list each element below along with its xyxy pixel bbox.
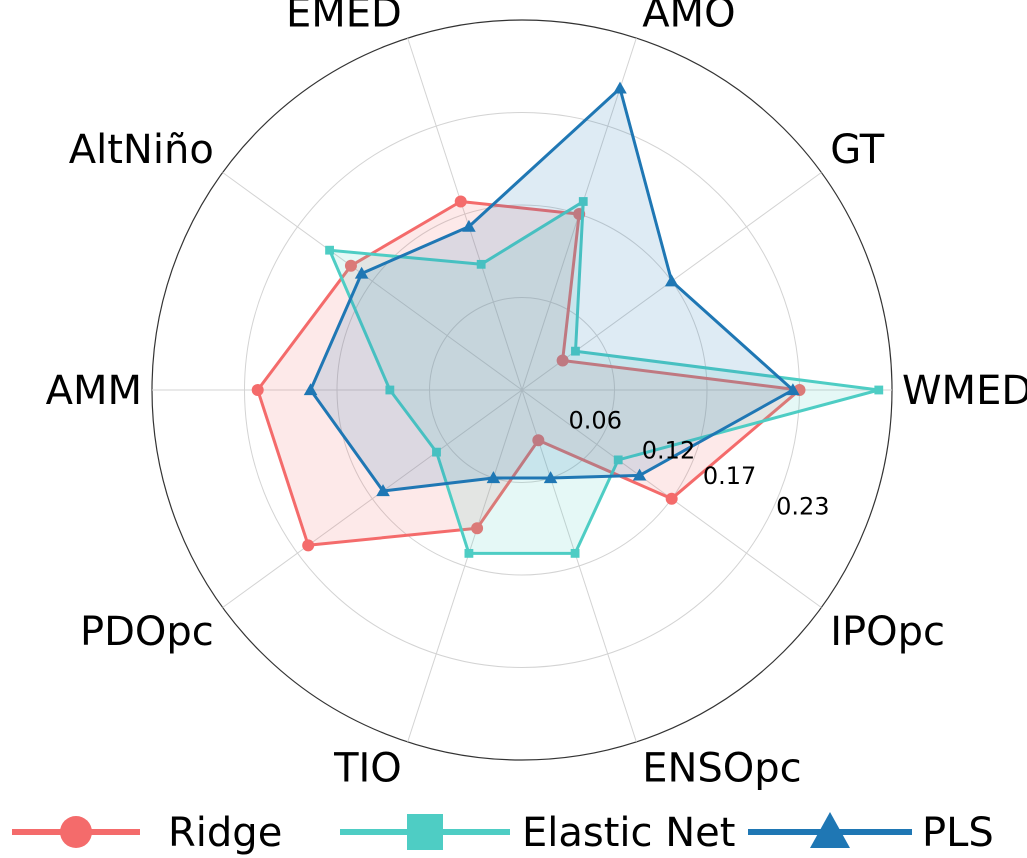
- point-pls-ipopc: [632, 468, 647, 481]
- spoke-pdopc: [222, 389, 523, 608]
- point-pls-ensopc: [543, 471, 558, 484]
- radial-tick-labels: 0.06 0.12 0.17 0.23: [569, 406, 830, 520]
- legend-label-pls: PLS: [922, 810, 994, 856]
- axis-label-amo: AMO: [642, 0, 735, 36]
- point-pls-pdopc: [376, 484, 390, 497]
- series-elastic-net: [325, 197, 884, 558]
- point-pls-amo: [613, 81, 627, 94]
- series-fill-ridge: [257, 201, 800, 546]
- point-ridge-amm: [251, 384, 264, 396]
- axis-label-altniño: AltNiño: [69, 127, 214, 173]
- axis-labels: WMED GT AMO EMED AltNiño AMM PDOpc TIO ENSOpc IPO…: [46, 0, 1027, 792]
- radar-grid: [151, 19, 893, 761]
- spoke-tio: [407, 389, 523, 743]
- axis-label-tio: TIO: [333, 746, 402, 792]
- axis-label-emed: EMED: [286, 0, 402, 36]
- spoke-ensopc: [521, 389, 637, 743]
- axis-label-ensopc: ENSOpc: [642, 746, 801, 792]
- legend-marker-pls: [810, 812, 850, 848]
- point-elastic-net-emed: [476, 259, 486, 269]
- legend-label-elastic-net: Elastic Net: [522, 810, 735, 856]
- point-pls-emed: [462, 219, 476, 232]
- point-pls-amm: [303, 383, 318, 396]
- radar-series: [251, 81, 884, 558]
- series-fill-pls: [310, 88, 793, 492]
- legend: Ridge Elastic Net PLS: [12, 810, 994, 856]
- point-elastic-net-ensopc: [570, 548, 580, 558]
- series-pls: [303, 81, 800, 497]
- axis-label-gt: GT: [830, 127, 885, 173]
- point-pls-altniño: [354, 266, 369, 279]
- point-elastic-net-pdopc: [432, 447, 441, 457]
- axis-label-amm: AMM: [46, 368, 142, 414]
- point-elastic-net-wmed: [874, 385, 884, 395]
- series-fill-elastic-net: [329, 201, 879, 554]
- point-ridge-gt: [556, 354, 569, 367]
- point-ridge-ipopc: [665, 492, 678, 505]
- point-elastic-net-altniño: [325, 245, 334, 255]
- point-ridge-tio: [471, 522, 484, 535]
- spoke-altniño: [222, 172, 523, 391]
- point-ridge-altniño: [344, 259, 357, 272]
- point-elastic-net-amo: [578, 197, 588, 206]
- series-ridge: [251, 195, 806, 552]
- legend-marker-elastic-net: [407, 814, 443, 850]
- legend-item-elastic-net: Elastic Net: [340, 810, 735, 856]
- point-ridge-emed: [454, 195, 467, 208]
- radial-tick-label: 0.17: [703, 462, 756, 490]
- point-pls-tio: [486, 471, 501, 484]
- point-elastic-net-gt: [571, 346, 580, 356]
- point-elastic-net-tio: [464, 548, 474, 558]
- legend-marker-ridge: [60, 816, 92, 848]
- axis-label-pdopc: PDOpc: [80, 609, 214, 655]
- radial-tick-label: 0.06: [569, 406, 622, 434]
- axis-label-ipopc: IPOpc: [830, 609, 945, 655]
- point-elastic-net-amm: [385, 385, 395, 395]
- radial-tick-label: 0.23: [776, 492, 829, 520]
- legend-item-ridge: Ridge: [12, 810, 282, 856]
- axis-label-wmed: WMED: [902, 368, 1027, 414]
- point-elastic-net-ipopc: [613, 455, 623, 465]
- spoke-emed: [407, 37, 523, 391]
- point-pls-wmed: [786, 383, 800, 396]
- legend-item-pls: PLS: [748, 810, 994, 856]
- radial-tick-label: 0.12: [642, 437, 695, 465]
- legend-label-ridge: Ridge: [168, 810, 282, 856]
- point-pls-gt: [664, 274, 679, 287]
- point-ridge-pdopc: [302, 539, 315, 552]
- point-ridge-ensopc: [532, 434, 545, 447]
